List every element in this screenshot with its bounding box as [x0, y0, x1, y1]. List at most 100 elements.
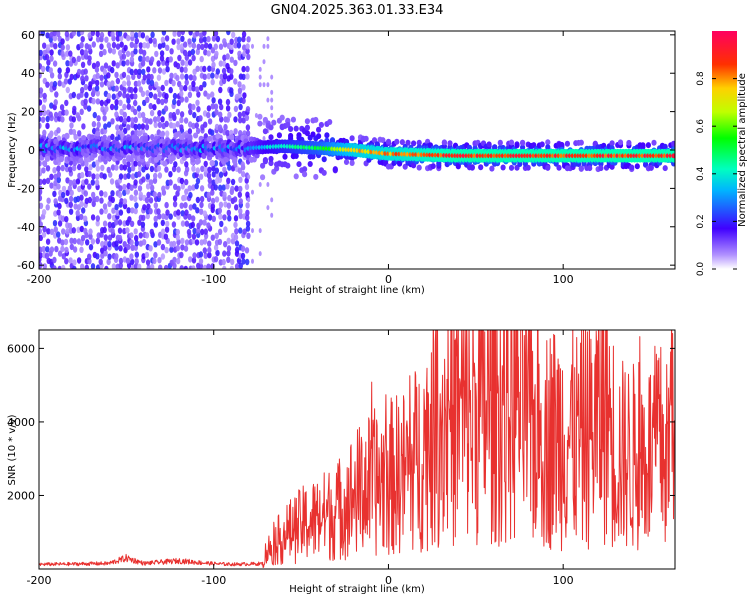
spectrogram-cell: [149, 79, 155, 87]
spectrogram-cell: [79, 49, 85, 56]
spectrogram-cell: [349, 135, 355, 142]
spectrogram-cell: [164, 246, 169, 254]
spectrogram-cell: [192, 227, 197, 235]
spectrogram-cell: [113, 104, 119, 111]
spectrogram-cell: [203, 228, 208, 235]
colorbar-gradient: [712, 31, 737, 269]
spectrogram-cell: [114, 203, 119, 211]
spectrogram-cell: [83, 151, 90, 158]
spectrogram-cell: [64, 31, 70, 38]
spectrogram-cell: [223, 156, 229, 163]
spectrogram-cell: [87, 32, 92, 39]
spectrogram-cell: [96, 121, 101, 128]
spectrogram-cell: [202, 238, 208, 245]
spectrogram-cell: [145, 55, 150, 63]
spectrogram-cell: [184, 73, 189, 81]
spectrogram-cell: [52, 31, 57, 37]
spectrogram-cell: [640, 142, 646, 149]
spectrogram-cell: [95, 253, 100, 260]
spectrogram-cell: [84, 75, 89, 82]
spectrogram-cell: [119, 198, 124, 205]
spectrogram-cell: [152, 67, 157, 74]
spectrogram-cell: [48, 111, 53, 118]
spectrogram-cell: [102, 48, 107, 56]
spectrogram-cell: [180, 237, 185, 245]
spectrogram-cell: [227, 215, 232, 222]
spectrogram-cell: [61, 185, 67, 193]
spectrogram-cell: [83, 68, 88, 75]
spectrogram-cell: [175, 190, 180, 197]
spectrogram-cell: [598, 165, 604, 172]
spectrogram-cell: [219, 73, 224, 81]
spectrogram-cell: [129, 68, 134, 76]
spectrogram-cell: [39, 167, 42, 174]
spectrogram-cell: [229, 87, 234, 94]
spectrogram-cell: [133, 189, 139, 196]
spectrogram-cell: [222, 214, 227, 221]
spectrogram-cell: [237, 81, 242, 88]
spectrogram-cell: [104, 105, 109, 113]
spectrogram-cell: [492, 144, 498, 151]
spectrogram-cell: [218, 86, 223, 94]
spectrogram-cell: [179, 202, 184, 209]
spectrogram-cell: [187, 135, 193, 142]
spectrogram-cell: [130, 244, 135, 251]
spectrogram-cell: [397, 160, 403, 167]
spectrogram-cell: [244, 177, 249, 184]
spectrogram-cell: [134, 240, 139, 247]
spectrogram-cell: [258, 251, 262, 257]
spectrogram-cell: [258, 74, 262, 80]
spectrogram-cell: [154, 81, 159, 88]
spectrogram-cell: [42, 263, 47, 269]
spectrogram-cell: [114, 253, 119, 260]
spectrogram-cell: [165, 66, 170, 73]
spectrogram-cell: [195, 227, 201, 234]
spectrogram-cell: [122, 103, 127, 111]
spectrogram-cell: [129, 184, 134, 191]
spectrogram-cell: [149, 109, 155, 117]
spectrogram-cell: [161, 185, 166, 192]
spectrogram-cell: [60, 38, 65, 45]
spectrogram-cell: [238, 227, 243, 234]
spectrogram-cell: [137, 112, 142, 119]
spectrogram-cell: [121, 80, 127, 87]
spectrogram-cell: [188, 108, 193, 116]
spectrogram-cell: [79, 246, 84, 253]
spectrogram-cell: [262, 43, 266, 49]
spectrogram-cell: [117, 49, 123, 57]
spectrogram-cell: [246, 232, 251, 239]
spectrogram-cell: [99, 190, 104, 197]
spectrogram-cell: [245, 220, 251, 227]
spectrogram-cell: [411, 140, 417, 147]
spectrogram-cell: [183, 41, 188, 48]
spectrogram-cell: [202, 210, 208, 217]
spectrogram-cell: [103, 191, 108, 198]
spectrogram-cell: [87, 183, 92, 190]
spectrogram-cell: [176, 31, 182, 37]
spectrogram-cell: [508, 164, 515, 171]
spectrogram-cell: [489, 165, 495, 172]
spectrogram-cell: [161, 213, 166, 220]
spectrogram-cell: [179, 73, 185, 80]
spectrogram-cell: [76, 55, 82, 62]
spectrogram-cell: [130, 207, 135, 214]
spectrogram-cell: [65, 86, 71, 94]
spectrogram-cell: [126, 80, 131, 87]
spectrogram-cell: [126, 243, 131, 251]
spectrogram-cell: [56, 209, 61, 216]
spectrogram-cell: [191, 122, 196, 130]
spectrogram-cell: [61, 191, 66, 199]
spectrogram-cell: [129, 253, 134, 260]
spectrogram-cell: [114, 240, 119, 247]
spectrogram-cell: [137, 123, 142, 130]
spectrogram-cell: [80, 263, 85, 269]
spectrogram-cell: [578, 165, 584, 172]
spectrogram-cell: [77, 130, 82, 137]
spectrogram-cell: [179, 251, 184, 259]
spectrogram-cell: [266, 36, 270, 42]
spectrogram-cell: [48, 67, 53, 74]
spectrogram-cell: [176, 209, 181, 216]
spectrogram-cell: [268, 134, 274, 141]
spectrogram-cell: [111, 263, 117, 269]
spectrogram-cell: [140, 32, 146, 39]
